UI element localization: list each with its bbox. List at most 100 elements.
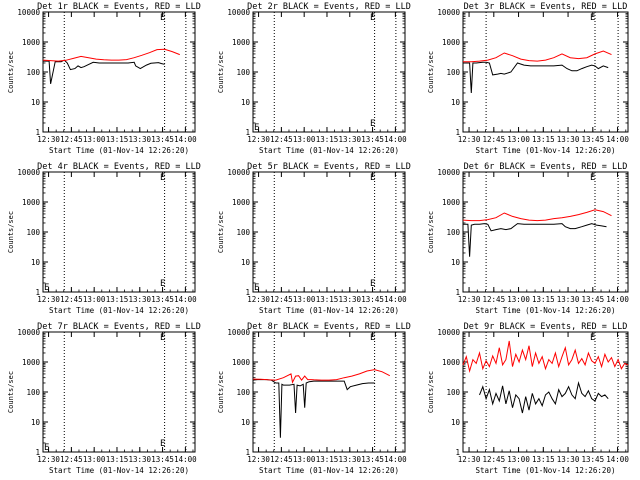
panel-8r-xtick-label: 12:30 [247,455,270,464]
panel-7r-ytick-label: 1 [35,448,40,457]
panel-8r-ytick-label: 10 [241,418,251,427]
panel-3r-axes-frame [462,11,629,133]
panel-2r-ylabel: Counts/sec [217,51,225,93]
panel-2r-axes-frame [252,11,406,133]
panel-5r-xtick-label: 14:00 [384,295,407,304]
panel-3r: Det 3r BLACK = Events, RED = LLD 1 10 100 10… [427,2,629,155]
panel-8r-xlabel: Start Time (01-Nov-14 12:26:20) [259,466,399,475]
panel-3r-xtick-label: 13:00 [507,135,530,144]
panel-2r-ytick-label: 100 [236,68,250,77]
panel-8r: Det 8r BLACK = Events, RED = LLD 1 10 100 10… [217,322,411,475]
panel-9r-ytick-label: 100 [446,388,460,397]
panel-3r-xtick-label: 12:30 [458,135,481,144]
panel-3r-xtick-label: 14:00 [606,135,629,144]
panel-8r-ytick-label: 10000 [227,328,250,337]
panel-5r-xtick-label: 12:30 [247,295,270,304]
panel-1r-ytick-label: 10000 [17,8,40,17]
panel-1r-ytick-label: 10 [31,98,41,107]
panel-8r-xtick-label: 13:15 [316,455,339,464]
panel-1r-marker-top: E [160,13,165,23]
panel-5r-ylabel: Counts/sec [217,211,225,253]
panel-2r-ytick-label: 1 [245,128,250,137]
panel-2r-title: Det 2r BLACK = Events, RED = LLD [247,2,411,12]
panel-3r-marker-top: E [590,13,595,23]
panel-5r-xtick-label: 13:15 [316,295,339,304]
panel-6r-axes-frame [462,171,629,293]
panel-5r-ytick-label: 10000 [227,168,250,177]
panel-7r-ytick-label: 100 [26,388,40,397]
panel-1r-xlabel: Start Time (01-Nov-14 12:26:20) [49,146,189,155]
panel-5r-title: Det 5r BLACK = Events, RED = LLD [247,162,411,172]
panel-4r-ytick-label: 1 [35,288,40,297]
panel-6r-ytick-label: 10 [451,258,461,267]
panel-1r-series-lld [42,48,180,62]
panel-4r-ytick-label: 100 [26,228,40,237]
panel-9r-series-lld [462,340,629,373]
panel-3r-ytick-label: 10 [451,98,461,107]
panel-2r-ytick-label: 1000 [232,38,251,47]
panel-3r-ylabel: Counts/sec [427,51,435,93]
panel-6r-marker-top: E [590,173,595,183]
panel-1r-series-events [43,59,165,85]
panel-8r-ylabel: Counts/sec [217,371,225,413]
panel-9r-xtick-label: 13:00 [507,455,530,464]
panel-6r-xtick-label: 12:30 [458,295,481,304]
panel-8r-xtick-label: 13:45 [361,455,384,464]
panel-2r-ytick-label: 10 [241,98,251,107]
panel-9r-marker-top: E [590,333,595,343]
panel-5r-marker-top: E [370,173,375,183]
panel-4r-xtick-label: 13:15 [106,295,129,304]
panel-4r-marker-bottom: E [160,279,165,289]
panel-5r-xlabel: Start Time (01-Nov-14 12:26:20) [259,306,399,315]
panel-4r-xtick-label: 14:00 [174,295,197,304]
panel-7r-marker-left: E [44,443,49,453]
panel-2r-xtick-label: 12:45 [270,135,293,144]
panel-7r-xtick-label: 12:45 [60,455,83,464]
panel-4r-title: Det 4r BLACK = Events, RED = LLD [37,162,201,172]
panel-3r-series-lld [463,50,612,63]
panel-3r-xlabel: Start Time (01-Nov-14 12:26:20) [476,146,616,155]
panel-1r-xtick-label: 14:00 [174,135,197,144]
panel-7r-ylabel: Counts/sec [7,371,15,413]
panel-9r-series-events [479,381,609,414]
panel-6r-xtick-label: 13:30 [557,295,580,304]
panel-8r-marker-top: E [370,333,375,343]
panel-7r-axes-frame [42,331,196,453]
panel-5r-xtick-label: 12:45 [270,295,293,304]
panel-6r: Det 6r BLACK = Events, RED = LLD 1 10 100 10… [427,162,629,315]
panel-1r-xtick-label: 12:30 [37,135,60,144]
panel-6r-series-events [463,223,607,257]
panel-3r-series-events [463,61,609,94]
panel-5r-xtick-label: 13:30 [338,295,361,304]
panel-9r: Det 9r BLACK = Events, RED = LLD 1 10 100 10… [427,322,629,475]
panel-3r-xtick-label: 12:45 [483,135,506,144]
panel-7r-xtick-label: 13:30 [128,455,151,464]
panel-8r-series-lld [252,369,391,384]
panel-4r-axes-frame [42,171,196,293]
panel-6r-ytick-label: 10000 [437,168,460,177]
panel-9r-ytick-label: 10 [451,418,461,427]
panel-2r-xtick-label: 12:30 [247,135,270,144]
panel-2r: Det 2r BLACK = Events, RED = LLD 1 10 100 10… [217,2,411,155]
panel-8r-ytick-label: 1000 [232,358,251,367]
panel-8r-axes-frame [252,331,406,453]
panel-6r-xtick-label: 13:15 [532,295,555,304]
panel-9r-title: Det 9r BLACK = Events, RED = LLD [464,322,628,332]
panel-2r-xtick-label: 13:15 [316,135,339,144]
panel-2r-marker-left: E [254,123,259,133]
panel-6r-ylabel: Counts/sec [427,211,435,253]
panel-2r-xtick-label: 14:00 [384,135,407,144]
panel-8r-xtick-label: 13:00 [293,455,316,464]
panel-5r-ytick-label: 10 [241,258,251,267]
panel-7r-ytick-label: 1000 [22,358,41,367]
panel-2r-xtick-label: 13:45 [361,135,384,144]
panel-7r-ytick-label: 10000 [17,328,40,337]
panel-7r-xlabel: Start Time (01-Nov-14 12:26:20) [49,466,189,475]
panel-7r-title: Det 7r BLACK = Events, RED = LLD [37,322,201,332]
panel-3r-ytick-label: 1000 [442,38,461,47]
panel-9r-ylabel: Counts/sec [427,371,435,413]
panel-9r-xtick-label: 13:30 [557,455,580,464]
panel-9r-xtick-label: 14:00 [606,455,629,464]
panel-1r-xtick-label: 13:45 [151,135,174,144]
